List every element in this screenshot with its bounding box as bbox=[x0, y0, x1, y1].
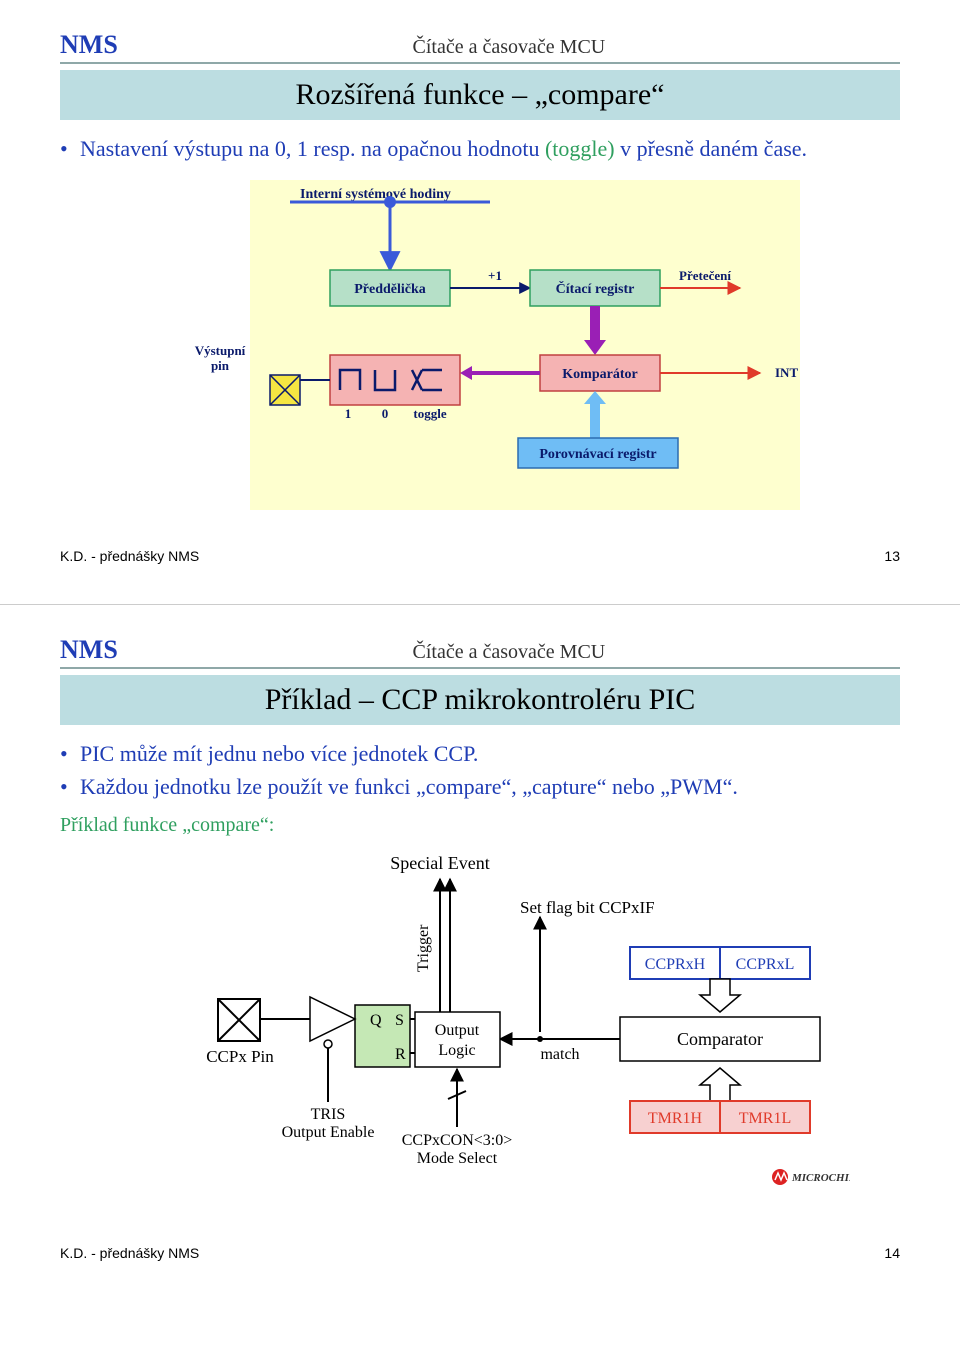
svg-text:Output: Output bbox=[435, 1022, 480, 1039]
header-subtitle: Čítače a časovače MCU bbox=[118, 641, 900, 664]
ccp-diagram: Special Event Trigger Set flag bit CCPxIF C… bbox=[110, 847, 850, 1217]
svg-text:Čítací registr: Čítací registr bbox=[556, 280, 635, 297]
svg-text:CCPRxL: CCPRxL bbox=[736, 956, 795, 973]
slide-footer: K.D. - přednášky NMS 13 bbox=[60, 548, 900, 564]
footer-left: K.D. - přednášky NMS bbox=[60, 548, 199, 564]
svg-text:MICROCHIP: MICROCHIP bbox=[791, 1172, 850, 1184]
svg-text:match: match bbox=[540, 1046, 579, 1063]
svg-text:1: 1 bbox=[345, 406, 352, 421]
svg-text:S: S bbox=[395, 1012, 404, 1029]
slide-14: NMS Čítače a časovače MCU Příklad – CCP … bbox=[0, 605, 960, 1301]
svg-text:Interní systémové hodiny: Interní systémové hodiny bbox=[300, 187, 451, 202]
svg-text:Komparátor: Komparátor bbox=[562, 367, 637, 382]
slide-footer: K.D. - přednášky NMS 14 bbox=[60, 1245, 900, 1261]
subheading: Příklad funkce „compare“: bbox=[60, 814, 900, 837]
bullet-1: Nastavení výstupu na 0, 1 resp. na opačn… bbox=[80, 134, 900, 164]
bullet-1: PIC může mít jednu nebo více jednotek CC… bbox=[80, 739, 900, 769]
svg-text:Q: Q bbox=[370, 1012, 382, 1029]
svg-text:Output Enable: Output Enable bbox=[282, 1124, 375, 1141]
slide-header: NMS Čítače a časovače MCU bbox=[60, 30, 900, 64]
bullet-list: Nastavení výstupu na 0, 1 resp. na opačn… bbox=[60, 134, 900, 164]
bullet-list: PIC může mít jednu nebo více jednotek CC… bbox=[60, 739, 900, 802]
svg-text:+1: +1 bbox=[488, 268, 502, 283]
footer-left: K.D. - přednášky NMS bbox=[60, 1245, 199, 1261]
svg-text:toggle: toggle bbox=[413, 406, 446, 421]
diagram-container: Special Event Trigger Set flag bit CCPxIF C… bbox=[60, 847, 900, 1217]
svg-text:Výstupní: Výstupní bbox=[195, 343, 246, 358]
svg-text:CCPx Pin: CCPx Pin bbox=[206, 1047, 274, 1066]
svg-text:Set flag bit CCPxIF: Set flag bit CCPxIF bbox=[520, 898, 655, 917]
svg-text:Logic: Logic bbox=[438, 1042, 475, 1059]
svg-text:Předdělička: Předdělička bbox=[354, 282, 426, 297]
svg-text:TMR1H: TMR1H bbox=[648, 1110, 703, 1127]
nms-label: NMS bbox=[60, 30, 118, 60]
page-number: 13 bbox=[884, 548, 900, 564]
slide-title: Příklad – CCP mikrokontroléru PIC bbox=[60, 675, 900, 725]
svg-text:R: R bbox=[395, 1046, 406, 1063]
svg-text:CCPRxH: CCPRxH bbox=[645, 956, 706, 973]
diagram-container: Interní systémové hodiny Předdělička +1 Čít… bbox=[60, 180, 900, 520]
svg-text:Mode Select: Mode Select bbox=[417, 1150, 498, 1167]
compare-diagram: Interní systémové hodiny Předdělička +1 Čít… bbox=[160, 180, 800, 520]
page-number: 14 bbox=[884, 1245, 900, 1261]
svg-text:Porovnávací registr: Porovnávací registr bbox=[539, 447, 656, 462]
svg-text:TMR1L: TMR1L bbox=[739, 1110, 791, 1127]
svg-text:0: 0 bbox=[382, 406, 389, 421]
slide-title: Rozšířená funkce – „compare“ bbox=[60, 70, 900, 120]
svg-text:CCPxCON<3:0>: CCPxCON<3:0> bbox=[402, 1132, 513, 1149]
header-subtitle: Čítače a časovače MCU bbox=[118, 36, 900, 59]
svg-text:TRIS: TRIS bbox=[311, 1106, 346, 1123]
svg-text:Trigger: Trigger bbox=[415, 924, 432, 972]
svg-text:Přetečení: Přetečení bbox=[679, 268, 731, 283]
nms-label: NMS bbox=[60, 635, 118, 665]
svg-text:pin: pin bbox=[211, 358, 230, 373]
svg-text:INT: INT bbox=[775, 365, 798, 380]
slide-header: NMS Čítače a časovače MCU bbox=[60, 635, 900, 669]
svg-text:Special Event: Special Event bbox=[390, 853, 489, 873]
bullet-2: Každou jednotku lze použít ve funkci „co… bbox=[80, 772, 900, 802]
svg-text:Comparator: Comparator bbox=[677, 1029, 763, 1049]
slide-13: NMS Čítače a časovače MCU Rozšířená funk… bbox=[0, 0, 960, 604]
